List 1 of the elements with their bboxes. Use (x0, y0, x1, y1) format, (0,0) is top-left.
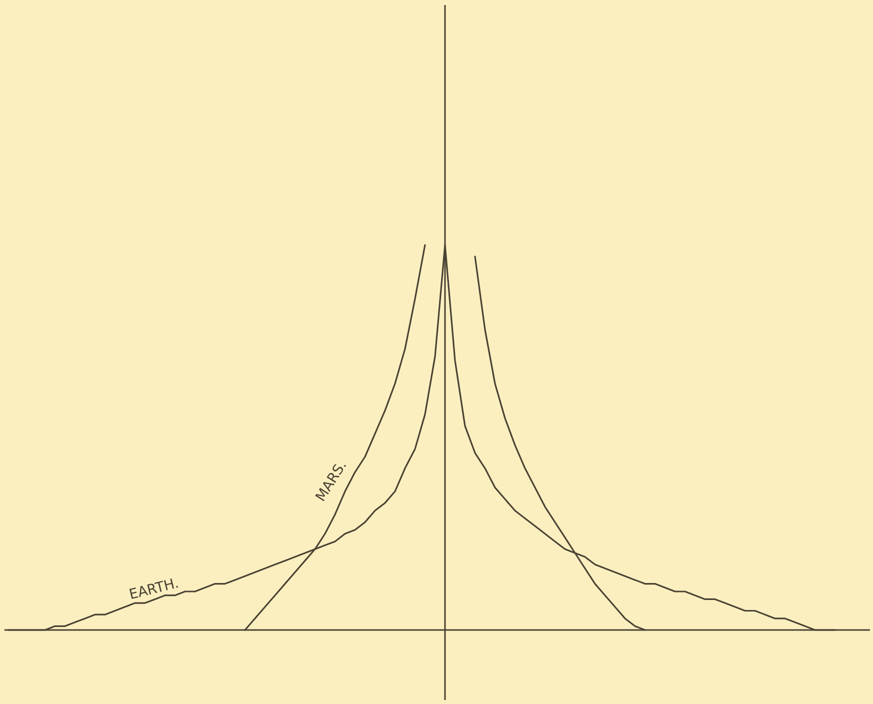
text: EARTH. (128, 575, 180, 604)
